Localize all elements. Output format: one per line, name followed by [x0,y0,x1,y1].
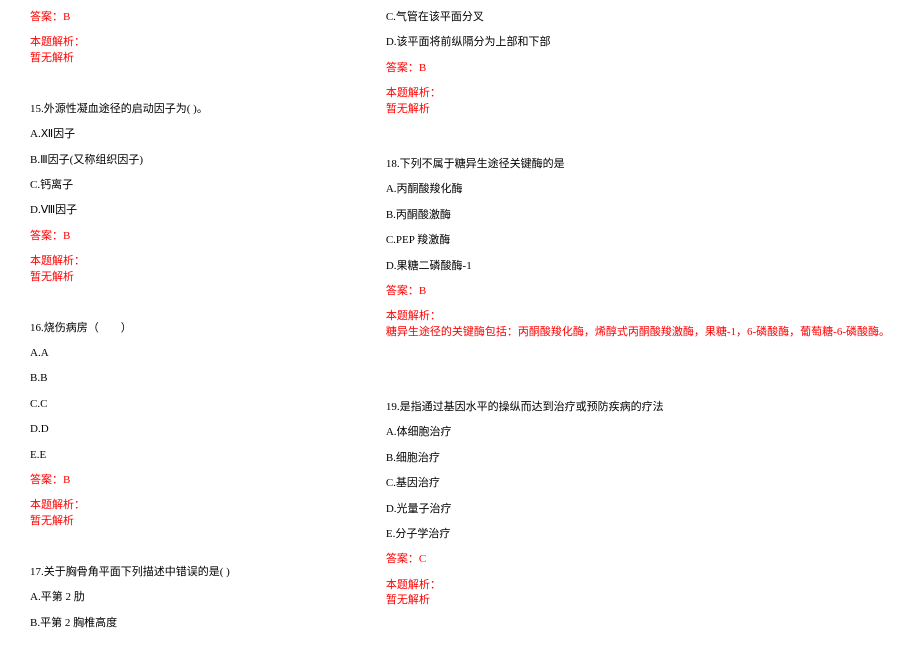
option-a: A.体细胞治疗 [386,425,890,440]
option-a: A.Ⅻ因子 [30,127,336,142]
option-b: B.平第 2 胸椎高度 [30,616,336,631]
option-b: B.丙酮酸激酶 [386,208,890,223]
analysis-text: 糖异生途径的关键酶包括：丙酮酸羧化酶，烯醇式丙酮酸羧激酶，果糖-1，6-磷酸酶，… [386,325,890,340]
option-c: C.钙离子 [30,178,336,193]
no-analysis: 暂无解析 [386,102,890,117]
option-a: A.平第 2 肋 [30,590,336,605]
no-analysis: 暂无解析 [30,514,336,529]
option-e: E.E [30,448,336,463]
question-title: 16.烧伤病房（ ） [30,321,336,336]
answer-text: 答案：B [30,229,336,244]
option-b: B.细胞治疗 [386,451,890,466]
analysis-label: 本题解析： [30,35,336,50]
option-a: A.A [30,346,336,361]
analysis-label: 本题解析： [30,254,336,269]
analysis-label: 本题解析： [386,578,890,593]
answer-text: 答案：B [30,473,336,488]
analysis-label: 本题解析： [386,309,890,324]
option-c: C.C [30,397,336,412]
question-title: 15.外源性凝血途径的启动因子为( )。 [30,102,336,117]
option-a: A.丙酮酸羧化酶 [386,182,890,197]
answer-text: 答案：B [30,10,336,25]
option-d: D.光量子治疗 [386,502,890,517]
option-d: D.Ⅷ因子 [30,203,336,218]
option-d: D.果糖二磷酸酶-1 [386,259,890,274]
analysis-label: 本题解析： [30,498,336,513]
option-e: E.分子学治疗 [386,527,890,542]
answer-text: 答案：C [386,552,890,567]
left-column: 答案：B 本题解析： 暂无解析 15.外源性凝血途径的启动因子为( )。 A.Ⅻ… [30,10,336,641]
option-c: C.基因治疗 [386,476,890,491]
answer-text: 答案：B [386,61,890,76]
question-title: 18.下列不属于糖异生途径关键酶的是 [386,157,890,172]
no-analysis: 暂无解析 [386,593,890,608]
option-d: D.D [30,422,336,437]
option-d: D.该平面将前纵隔分为上部和下部 [386,35,890,50]
option-c: C.气管在该平面分叉 [386,10,890,25]
question-title: 17.关于胸骨角平面下列描述中错误的是( ) [30,565,336,580]
no-analysis: 暂无解析 [30,51,336,66]
question-title: 19.是指通过基因水平的操纵而达到治疗或预防疾病的疗法 [386,400,890,415]
option-c: C.PEP 羧激酶 [386,233,890,248]
analysis-label: 本题解析： [386,86,890,101]
option-b: B.B [30,371,336,386]
answer-text: 答案：B [386,284,890,299]
option-b: B.Ⅲ因子(又称组织因子) [30,153,336,168]
no-analysis: 暂无解析 [30,270,336,285]
right-column: C.气管在该平面分叉 D.该平面将前纵隔分为上部和下部 答案：B 本题解析： 暂… [386,10,890,641]
